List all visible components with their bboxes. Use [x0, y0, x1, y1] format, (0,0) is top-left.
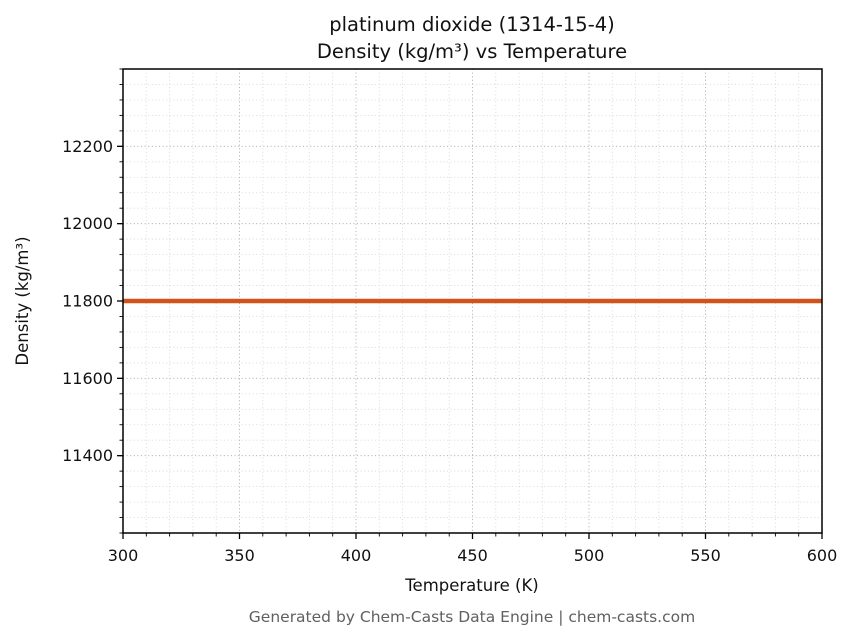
- y-axis-label: Density (kg/m³): [13, 236, 32, 365]
- x-tick-label: 600: [807, 546, 838, 565]
- x-tick-label: 400: [341, 546, 372, 565]
- y-tick-label: 11600: [62, 369, 113, 388]
- y-tick-label: 11400: [62, 446, 113, 465]
- x-axis-label: Temperature (K): [404, 576, 538, 595]
- x-tick-label: 300: [108, 546, 139, 565]
- y-tick-label: 11800: [62, 292, 113, 311]
- footer-credit: Generated by Chem-Casts Data Engine | ch…: [249, 608, 695, 626]
- chart-title-line2: Density (kg/m³) vs Temperature: [317, 40, 627, 63]
- chart-title-line1: platinum dioxide (1314-15-4): [329, 13, 615, 36]
- plot-area: 300 350 400 450 500 550 600 11400 11600 11800 1200…: [62, 68, 838, 565]
- y-tick-label: 12200: [62, 137, 113, 156]
- y-tick-label: 12000: [62, 214, 113, 233]
- x-tick-label: 550: [690, 546, 721, 565]
- x-tick-label: 500: [574, 546, 605, 565]
- x-tick-label: 350: [224, 546, 255, 565]
- x-tick-label: 450: [457, 546, 488, 565]
